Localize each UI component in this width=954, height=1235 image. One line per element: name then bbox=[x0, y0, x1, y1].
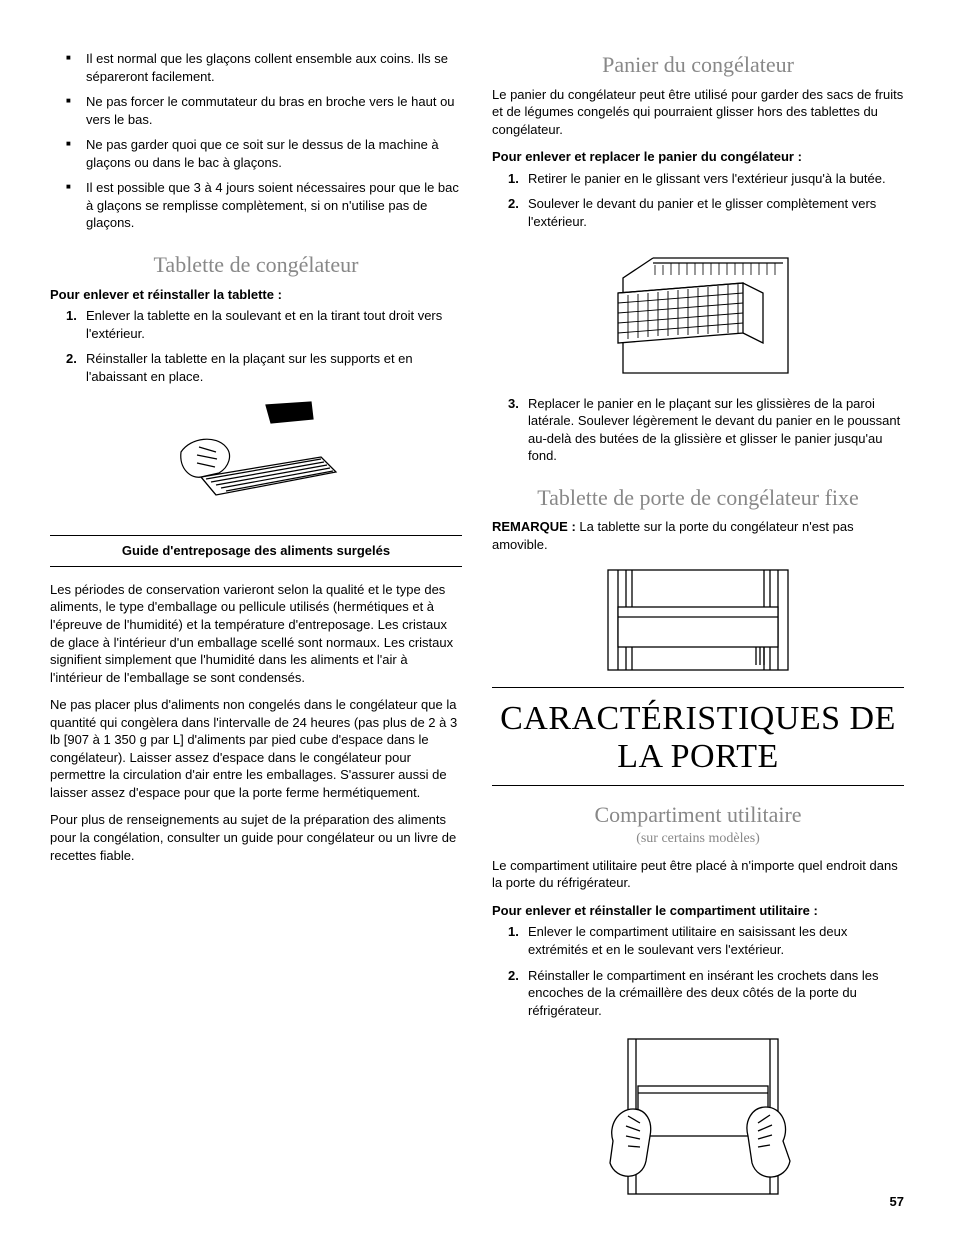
shelf-removal-figure bbox=[161, 397, 351, 517]
step-text: Replacer le panier en le plaçant sur les… bbox=[528, 396, 900, 464]
fixed-door-shelf-heading: Tablette de porte de congélateur fixe bbox=[492, 483, 904, 513]
utility-compartment-heading: Compartiment utilitaire bbox=[492, 800, 904, 830]
list-item: 2.Soulever le devant du panier et le gli… bbox=[508, 195, 904, 230]
basket-paragraph: Le panier du congélateur peut être utili… bbox=[492, 86, 904, 139]
list-item: Il est possible que 3 à 4 jours soient n… bbox=[66, 179, 462, 232]
guide-paragraph: Les périodes de conservation varieront s… bbox=[50, 581, 462, 686]
right-column: Panier du congélateur Le panier du congé… bbox=[492, 50, 904, 1213]
list-item: 1.Enlever le compartiment utilitaire en … bbox=[508, 923, 904, 958]
list-item: Ne pas forcer le commutateur du bras en … bbox=[66, 93, 462, 128]
door-features-heading: CARACTÉRISTIQUES DE LA PORTE bbox=[492, 700, 904, 775]
door-shelf-note: REMARQUE : La tablette sur la porte du c… bbox=[492, 518, 904, 553]
list-item: 2.Réinstaller le compartiment en inséran… bbox=[508, 967, 904, 1020]
list-item: 1.Enlever la tablette en la soulevant et… bbox=[66, 307, 462, 342]
step-text: Enlever le compartiment utilitaire en sa… bbox=[528, 924, 847, 957]
step-text: Soulever le devant du panier et le gliss… bbox=[528, 196, 876, 229]
utility-subtitle: (sur certains modèles) bbox=[492, 830, 904, 849]
note-label: REMARQUE : bbox=[492, 519, 579, 534]
list-item: Ne pas garder quoi que ce soit sur le de… bbox=[66, 136, 462, 171]
basket-subheading: Pour enlever et replacer le panier du co… bbox=[492, 148, 904, 166]
left-column: Il est normal que les glaçons collent en… bbox=[50, 50, 462, 1213]
utility-bin-figure bbox=[598, 1031, 798, 1201]
section-divider bbox=[492, 785, 904, 786]
guide-paragraph: Pour plus de renseignements au sujet de … bbox=[50, 811, 462, 864]
list-item: 1.Retirer le panier en le glissant vers … bbox=[508, 170, 904, 188]
basket-steps-12: 1.Retirer le panier en le glissant vers … bbox=[492, 170, 904, 231]
ice-maker-notes-list: Il est normal que les glaçons collent en… bbox=[50, 50, 462, 232]
shelf-subheading: Pour enlever et réinstaller la tablette … bbox=[50, 286, 462, 304]
list-item: 2.Réinstaller la tablette en la plaçant … bbox=[66, 350, 462, 385]
step-text: Retirer le panier en le glissant vers l'… bbox=[528, 171, 886, 186]
page-number: 57 bbox=[890, 1193, 904, 1211]
freezer-basket-heading: Panier du congélateur bbox=[492, 50, 904, 80]
step-text: Réinstaller la tablette en la plaçant su… bbox=[86, 351, 413, 384]
shelf-steps: 1.Enlever la tablette en la soulevant et… bbox=[50, 307, 462, 385]
storage-guide-heading: Guide d'entreposage des aliments surgelé… bbox=[50, 535, 462, 567]
guide-paragraph: Ne pas placer plus d'aliments non congel… bbox=[50, 696, 462, 801]
door-shelf-figure bbox=[588, 565, 808, 675]
freezer-basket-figure bbox=[593, 243, 803, 383]
list-item: 3.Replacer le panier en le plaçant sur l… bbox=[508, 395, 904, 465]
basket-step-3: 3.Replacer le panier en le plaçant sur l… bbox=[492, 395, 904, 465]
two-column-layout: Il est normal que les glaçons collent en… bbox=[50, 50, 904, 1213]
freezer-shelf-heading: Tablette de congélateur bbox=[50, 250, 462, 280]
utility-steps: 1.Enlever le compartiment utilitaire en … bbox=[492, 923, 904, 1019]
utility-paragraph: Le compartiment utilitaire peut être pla… bbox=[492, 857, 904, 892]
section-divider bbox=[492, 687, 904, 688]
utility-subheading: Pour enlever et réinstaller le compartim… bbox=[492, 902, 904, 920]
step-text: Réinstaller le compartiment en insérant … bbox=[528, 968, 878, 1018]
list-item: Il est normal que les glaçons collent en… bbox=[66, 50, 462, 85]
step-text: Enlever la tablette en la soulevant et e… bbox=[86, 308, 442, 341]
